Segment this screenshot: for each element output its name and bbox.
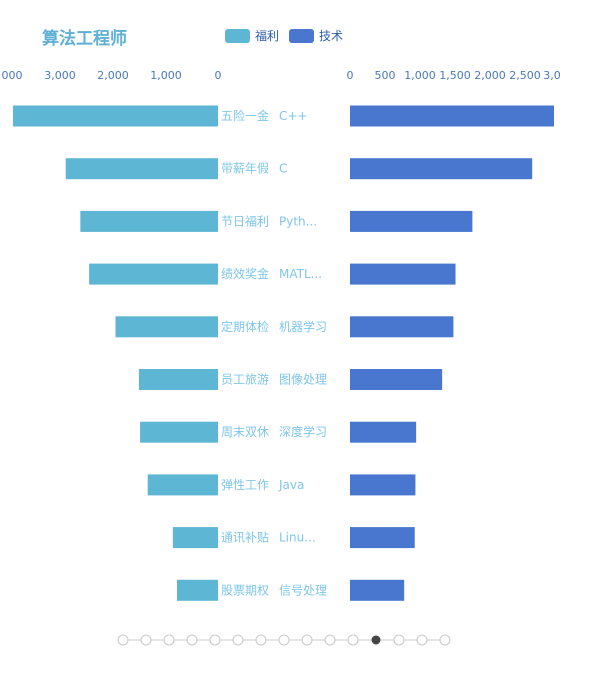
- left-category-label: 股票期权: [221, 583, 269, 597]
- timeline-dot[interactable]: [301, 634, 313, 646]
- left-category-label: 通讯补贴: [221, 531, 269, 545]
- timeline: [117, 634, 451, 646]
- left-axis-tick: 0: [215, 69, 222, 82]
- left-category-label: 节日福利: [221, 213, 269, 228]
- left-bar-chart: 000 3,000 2,000 1,000 0 五险一金带薪年假节日福利绩效奖金定期体检员…: [2, 69, 269, 601]
- left-bar[interactable]: [140, 421, 218, 443]
- right-category-label: 机器学习: [279, 319, 327, 334]
- timeline-dot[interactable]: [209, 634, 221, 646]
- right-axis-tick: 0: [347, 69, 354, 82]
- legend-label-welfare: 福利: [255, 28, 279, 43]
- legend-item-welfare[interactable]: 福利: [225, 28, 279, 43]
- right-category-label: Java: [278, 478, 304, 492]
- left-axis-tick: 000: [2, 69, 23, 82]
- left-bar[interactable]: [89, 263, 219, 285]
- right-bar[interactable]: [350, 474, 416, 496]
- right-axis-tick: 3,0: [543, 69, 561, 82]
- timeline-dot[interactable]: [163, 634, 175, 646]
- right-category-label: MATL...: [279, 267, 322, 281]
- left-bar[interactable]: [65, 158, 218, 180]
- timeline-dot[interactable]: [278, 634, 290, 646]
- legend-label-tech: 技术: [319, 29, 343, 43]
- right-bar[interactable]: [350, 316, 454, 338]
- right-axis-tick: 1,500: [439, 69, 471, 82]
- left-bar[interactable]: [80, 210, 218, 232]
- legend: 福利 技术: [225, 28, 343, 43]
- timeline-dot[interactable]: [117, 634, 129, 646]
- left-category-label: 绩效奖金: [221, 266, 269, 281]
- right-category-label: 信号处理: [279, 583, 327, 597]
- right-axis-tick: 2,500: [509, 69, 541, 82]
- timeline-dot[interactable]: [255, 634, 267, 646]
- timeline-dot[interactable]: [393, 634, 405, 646]
- right-axis-tick: 1,000: [404, 69, 436, 82]
- right-axis-tick: 2,000: [474, 69, 506, 82]
- left-category-label: 周末双休: [221, 425, 269, 439]
- right-category-label: Linu...: [279, 531, 316, 545]
- right-bar[interactable]: [350, 158, 533, 180]
- timeline-dots: [117, 634, 451, 646]
- legend-swatch-welfare: [225, 29, 250, 43]
- left-category-label: 带薪年假: [221, 162, 269, 176]
- left-axis-tick: 1,000: [150, 69, 182, 82]
- right-bar[interactable]: [350, 421, 417, 443]
- legend-swatch-tech: [289, 29, 314, 43]
- right-axis-tick: 500: [375, 69, 396, 82]
- left-bar[interactable]: [138, 369, 218, 390]
- left-bar[interactable]: [115, 316, 219, 338]
- left-category-label: 定期体检: [221, 319, 269, 334]
- left-axis-tick: 2,000: [97, 69, 129, 82]
- left-bar[interactable]: [147, 474, 218, 496]
- left-category-label: 员工旅游: [221, 373, 269, 387]
- right-bar[interactable]: [350, 369, 443, 390]
- right-category-label: 深度学习: [279, 424, 327, 439]
- left-bar[interactable]: [177, 579, 218, 601]
- left-axis-tick: 3,000: [44, 69, 76, 82]
- timeline-dot[interactable]: [186, 634, 198, 646]
- right-bar[interactable]: [350, 263, 456, 285]
- timeline-dot[interactable]: [140, 634, 152, 646]
- timeline-dot[interactable]: [439, 634, 451, 646]
- right-bar-chart: 0 500 1,000 1,500 2,000 2,500 3,0 C++ C Pyth... MA…: [278, 69, 561, 601]
- timeline-dot[interactable]: [347, 634, 359, 646]
- right-category-label: 图像处理: [279, 373, 327, 387]
- left-bar[interactable]: [13, 105, 218, 127]
- timeline-dot[interactable]: [232, 634, 244, 646]
- left-category-label: 五险一金: [221, 108, 269, 123]
- timeline-dot-active[interactable]: [371, 635, 381, 645]
- right-bar[interactable]: [350, 105, 554, 127]
- right-bar[interactable]: [350, 579, 405, 601]
- right-category-label: C++: [279, 109, 308, 123]
- right-category-label: C: [279, 162, 287, 176]
- right-bar[interactable]: [350, 210, 473, 232]
- left-bar[interactable]: [172, 527, 218, 549]
- timeline-dot[interactable]: [416, 634, 428, 646]
- timeline-dot[interactable]: [324, 634, 336, 646]
- right-category-label: Pyth...: [279, 214, 317, 228]
- right-bar[interactable]: [350, 527, 415, 549]
- legend-item-tech[interactable]: 技术: [289, 29, 343, 43]
- left-category-label: 弹性工作: [221, 478, 269, 492]
- chart-title: 算法工程师: [41, 28, 127, 49]
